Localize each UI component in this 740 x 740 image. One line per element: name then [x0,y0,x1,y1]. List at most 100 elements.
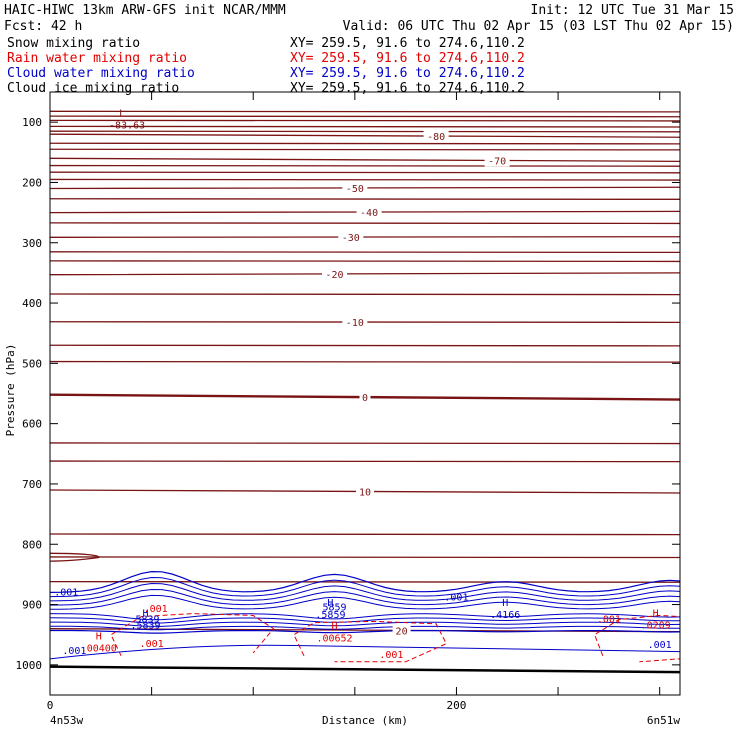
temperature-min-marker: L [119,108,125,119]
y-tick-label: 700 [22,478,42,491]
temperature-contour-line [49,148,681,151]
temperature-contour-label: -40 [360,208,378,219]
rain-water-max-value: .0209 [641,621,671,632]
model-title: HAIC-HIWC 13km ARW-GFS init NCAR/MMM [4,3,286,18]
cloud-water-contour-label: .001 [444,592,468,603]
y-axis-label: Pressure (hPa) [4,344,17,437]
cloud-water-contour-line [49,594,681,610]
temperature-contour-line [49,133,681,138]
cloud-water-contour-label: .001 [62,646,86,657]
x-tick-label: 200 [447,699,467,712]
temperature-contour-line [49,556,681,559]
temperature-contour-label: -50 [346,184,364,195]
rain-water-max-value: .00652 [316,633,352,644]
temperature-contour-label: -80 [427,132,445,143]
temperature-contour-line [49,222,681,225]
contour-label-bg [342,181,368,194]
rain-water-max-value: .00400 [81,644,117,655]
legend-field-name: Snow mixing ratio [7,36,140,51]
temperature-contour-line [49,178,681,181]
contour-label-bg [484,154,510,167]
temperature-contour-label: -20 [325,270,343,281]
temperature-contour-line [49,393,681,401]
temperature-contour-line [49,344,681,347]
surface-pressure-line [49,665,681,674]
cloud-water-contour-line [49,588,681,606]
cloud-water-max-value: .5859 [315,610,345,621]
contour-labels: -80-70-50-40-30-20-1001020L-83.63.001.00… [54,108,672,661]
contour-label-bg [338,231,364,244]
temperature-contour-line [49,235,681,239]
temperature-contour-line [49,198,681,200]
contour-label-bg [322,267,348,280]
temperature-contour-line [49,125,681,128]
temperature-min-value: -83.63 [109,120,145,131]
y-tick-label: 1000 [16,659,43,672]
rain-water-contour-label: .001 [597,615,621,626]
legend-field-extent: XY= 259.5, 91.6 to 274.6,110.2 [290,51,525,66]
legend-field-extent: XY= 259.5, 91.6 to 274.6,110.2 [290,81,525,96]
plot-frame [49,91,681,696]
temperature-contour-line [49,251,681,254]
valid-time: Valid: 06 UTC Thu 02 Apr 15 (03 LST Thu … [343,19,734,34]
temperature-contour-label: 0 [362,393,368,404]
cloud-water-contour-line [50,629,681,634]
temperature-contour-line [49,260,681,263]
section-start-label: 4n53w [50,714,83,727]
legend-field-extent: XY= 259.5, 91.6 to 274.6,110.2 [290,66,525,81]
ground-line [49,665,681,674]
init-time: Init: 12 UTC Tue 31 Mar 15 [531,3,735,18]
rain-water-max-marker: H [332,621,338,632]
y-tick-label: 900 [22,599,42,612]
temperature-contour-line [49,580,681,583]
header: HAIC-HIWC 13km ARW-GFS init NCAR/MMM Ini… [4,3,734,96]
cloud-water-contours [49,570,681,660]
contour-label-bg [356,205,382,218]
cloud-water-contour-label: .001 [54,588,78,599]
cloud-water-contour-label: 5839 [136,615,160,626]
plot-border [49,91,681,696]
cloud-water-contour-label: .001 [648,640,672,651]
temperature-contour-line [49,293,681,296]
temperature-contour-line [49,360,681,363]
temperature-contour-line [49,110,681,113]
y-tick-label: 800 [22,538,42,551]
cloud-water-contour-line [49,644,681,660]
rain-water-max-marker: H [653,609,659,620]
contour-label-bg [423,130,449,143]
y-tick-label: 400 [22,297,42,310]
y-tick-label: 500 [22,357,42,370]
temperature-contour-line [49,115,681,118]
x-axis-label: Distance (km) [322,714,408,727]
temperature-contour-line [49,460,681,463]
cloud-water-max-value: .5839 [130,621,160,632]
temperature-contour-line [49,272,681,276]
temperature-contour-line [49,533,681,536]
temperature-contour-line [49,142,681,145]
cloud-water-contour-label: 5859 [322,603,346,614]
temperature-contour-label: -10 [346,318,364,329]
legend-field-extent: XY= 259.5, 91.6 to 274.6,110.2 [290,36,525,51]
temperature-contour-line [49,164,681,167]
cloud-water-max-marker: H [502,598,508,609]
forecast-hour: Fcst: 42 h [4,19,82,34]
rain-water-contour-line [110,613,275,657]
temperature-contour-label: 20 [396,626,408,637]
contour-label-bg [392,624,411,637]
rain-water-contour-label: .001 [379,650,403,661]
cloud-water-contour-line [49,613,681,621]
cloud-water-contour-line [50,621,681,627]
cloud-water-contour-line [49,576,681,598]
cloud-water-contour-line [50,625,681,631]
contour-label-bg [359,391,371,404]
temperature-contour-line [49,119,681,122]
temperature-contour-line [49,442,681,445]
temperature-contours [49,110,681,633]
section-end-label: 6n51w [647,714,680,727]
rain-water-contour-line [293,620,447,663]
cloud-water-contour-line [49,582,681,602]
legend-field-name: Cloud ice mixing ratio [7,81,179,96]
temperature-contour-line [49,552,100,562]
